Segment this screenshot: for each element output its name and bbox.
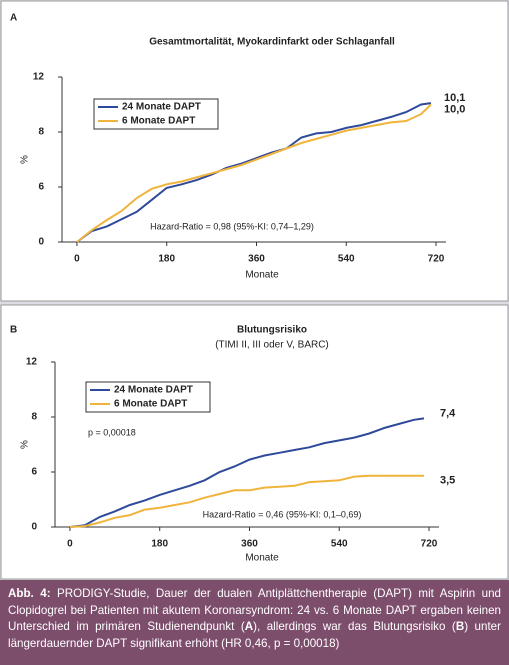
end-label: 10,1 — [444, 92, 465, 104]
panel-label: B — [10, 325, 17, 336]
x-tick-label: 0 — [74, 254, 80, 265]
caption-text: Abb. 4: — [8, 587, 51, 600]
series-line — [69, 417, 425, 528]
series-line — [69, 474, 424, 528]
chart-subtitle: (TIMI II, III oder V, BARC) — [215, 340, 329, 351]
y-axis-label: % — [20, 155, 31, 164]
panel-a — [0, 0, 509, 302]
y-tick-label: 6 — [38, 182, 44, 193]
caption-text: ) unter längerdauernder DAPT signifikant… — [8, 620, 501, 650]
y-tick-label: 6 — [31, 467, 37, 478]
legend-box — [85, 381, 211, 413]
y-tick-label: 12 — [33, 72, 45, 83]
x-axis-label: Monate — [245, 270, 279, 281]
panel-label: A — [10, 13, 17, 24]
caption: Abb. 4: PRODIGY-Studie, Dauer der dualen… — [0, 580, 509, 665]
legend-box — [93, 98, 219, 130]
end-label: 10,0 — [444, 103, 465, 115]
chart-title: Gesamtmortalität, Myokardinfarkt oder Sc… — [149, 37, 395, 48]
charts: A Gesamtmortalität, Myokardinfarkt oder S… — [0, 0, 509, 580]
annotation: Hazard-Ratio = 0,98 (95%-KI: 0,74–1,29) — [150, 221, 314, 231]
series-line — [76, 102, 432, 243]
legend-label: 24 Monate DAPT — [122, 102, 201, 113]
y-tick-label: 12 — [26, 357, 38, 368]
y-tick-label: 0 — [38, 237, 44, 248]
end-label: 7,4 — [440, 407, 456, 419]
legend-label: 6 Monate DAPT — [122, 116, 195, 127]
x-tick-label: 540 — [338, 254, 355, 265]
annotation: p = 0,00018 — [88, 427, 136, 437]
legend-label: 24 Monate DAPT — [114, 385, 193, 396]
caption-text: PRODIGY-Studie, Dauer der dualen Antiplä… — [8, 587, 501, 633]
caption-text: ), allerdings war das Blutungsrisiko ( — [253, 620, 456, 633]
chart-title: Blutungsrisiko — [237, 325, 307, 336]
annotation: Hazard-Ratio = 0,46 (95%-KI: 0,1–0,69) — [203, 509, 362, 519]
y-tick-label: 8 — [31, 412, 37, 423]
x-tick-label: 540 — [331, 539, 348, 550]
caption-text: B — [455, 620, 465, 633]
x-tick-label: 0 — [67, 539, 73, 550]
caption-text: A — [244, 620, 254, 633]
y-tick-label: 8 — [38, 127, 44, 138]
y-axis-label: % — [20, 440, 31, 449]
legend-label: 6 Monate DAPT — [114, 399, 187, 410]
x-tick-label: 360 — [241, 539, 258, 550]
x-tick-label: 720 — [428, 254, 445, 265]
y-tick-label: 0 — [31, 522, 37, 533]
x-tick-label: 360 — [248, 254, 265, 265]
x-axis-label: Monate — [245, 553, 279, 564]
x-tick-label: 720 — [421, 539, 438, 550]
x-tick-label: 180 — [158, 254, 175, 265]
panel-b — [0, 304, 509, 580]
x-tick-label: 180 — [151, 539, 168, 550]
end-label: 3,5 — [440, 475, 455, 487]
series-line — [76, 103, 432, 243]
